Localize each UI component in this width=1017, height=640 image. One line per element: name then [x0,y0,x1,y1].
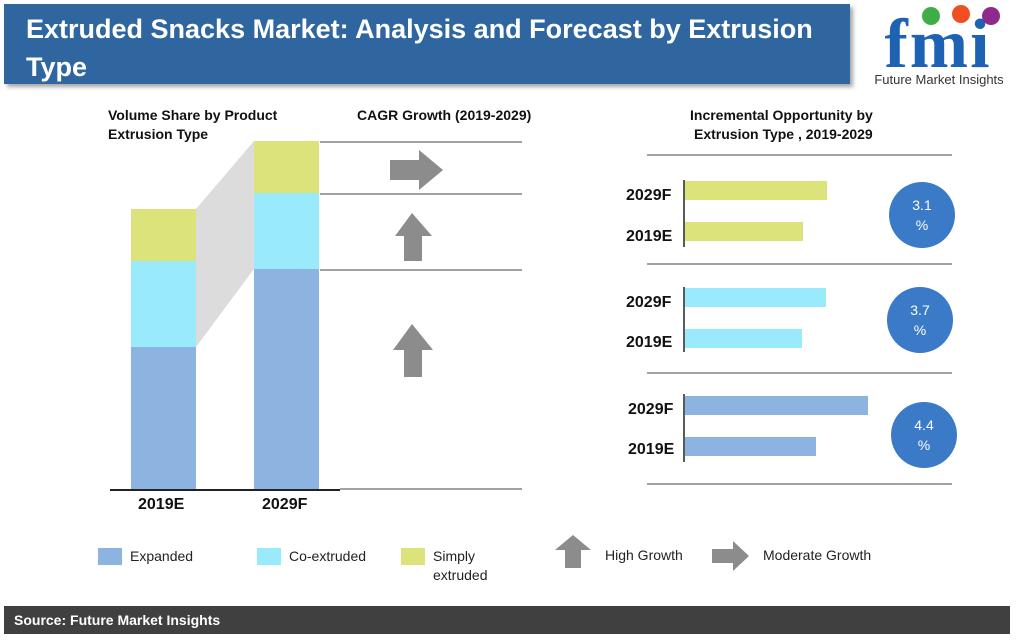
opportunity-bar-simply-extruded-2019E [685,222,803,241]
stack-connector-shade [196,141,254,347]
stack-segment-co-extruded-2019E [131,261,196,347]
opportunity-bar-expanded-2019E [685,437,816,456]
legend-label-high-growth: High Growth [605,547,683,563]
high-growth-arrow-icon-2 [393,324,433,377]
stack-segment-simply-extruded-2019E [131,209,196,261]
fmi-logo: fmi Future Market Insights [866,4,1012,90]
cagr-value-label: 3.1 [912,197,932,213]
moderate-growth-arrow-icon [390,150,443,190]
legend-high-growth-icon [555,535,591,568]
legend-swatch-simply-extruded [401,548,425,565]
cagr-unit-label: % [914,322,926,338]
molecule-icon [982,7,1000,25]
cagr-unit-label: % [918,437,930,453]
legend-moderate-growth-icon [712,541,749,571]
cagr-circle [891,402,957,468]
legend-swatch-co-extruded [257,548,281,565]
legend-label-expanded: Expanded [130,548,194,564]
legend-label-co-extruded: Co-extruded [289,548,367,564]
legend-label-simply-1: Simply [433,548,476,564]
cagr-value-label: 3.7 [910,302,930,318]
fmi-logo-mark: fmi [884,5,1000,83]
page-title: Extruded Snacks Market: Analysis and For… [26,14,813,82]
opportunity-bar-co-extruded-2029F [685,288,826,307]
legend-label-simply-2: extruded [433,567,488,583]
globe-icon [922,7,940,25]
stack-segment-co-extruded-2029F [254,193,319,269]
category-label-2029F: 2029F [262,496,308,513]
bar-label: 2029F [626,294,672,311]
legend-label-moderate-growth: Moderate Growth [763,547,872,563]
high-growth-arrow-icon-1 [395,213,432,261]
cagr-value-label: 4.4 [914,417,934,433]
stack-segment-expanded-2029F [254,269,319,489]
energy-icon [952,5,970,23]
incremental-title-line1: Incremental Opportunity by [690,107,873,123]
volume-share-title-line1: Volume Share by Product [108,107,278,123]
cagr-circle [889,182,955,248]
stack-segment-expanded-2019E [131,347,196,489]
opportunity-bar-co-extruded-2019E [685,329,802,348]
cagr-growth-title: CAGR Growth (2019-2029) [357,107,532,123]
legend-swatch-expanded [98,548,122,565]
volume-share-title-line2: Extrusion Type [108,126,209,142]
chart-canvas: 3.1% 3.7% 4.4% [110,141,957,491]
title-bar: Extruded Snacks Market: Analysis and For… [4,4,850,84]
category-label-2019E: 2019E [138,496,185,513]
logo-subtitle: Future Market Insights [874,72,1004,87]
cagr-unit-label: % [916,217,928,233]
bar-label: 2019E [628,441,675,458]
stack-segment-simply-extruded-2029F [254,141,319,193]
opportunity-bar-expanded-2029F [685,396,868,415]
bar-label: 2029F [628,401,674,418]
cagr-circle [887,287,953,353]
bar-label: 2029F [626,187,672,204]
bar-label: 2019E [626,334,673,351]
opportunity-bar-simply-extruded-2029F [685,181,827,200]
source-footer: Source: Future Market Insights [4,606,1010,634]
incremental-title-line2: Extrusion Type , 2019-2029 [694,126,873,142]
bar-label: 2019E [626,228,673,245]
